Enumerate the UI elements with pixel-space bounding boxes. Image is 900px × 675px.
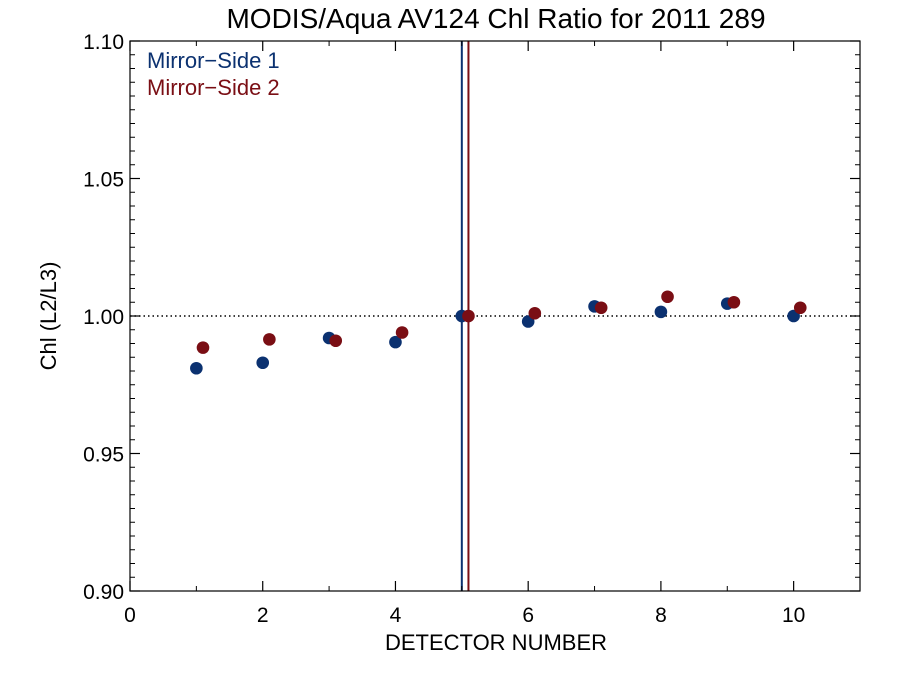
x-axis-label: DETECTOR NUMBER bbox=[385, 630, 607, 655]
chart-title: MODIS/Aqua AV124 Chl Ratio for 2011 289 bbox=[226, 3, 765, 34]
data-point-series-2 bbox=[395, 326, 409, 339]
data-point-series-2 bbox=[727, 295, 741, 309]
x-tick-label: 0 bbox=[124, 604, 136, 627]
data-point-series-2 bbox=[196, 341, 210, 354]
data-point-series-2 bbox=[263, 333, 276, 346]
y-axis-label: Chl (L2/L3) bbox=[36, 262, 61, 371]
x-tick-label: 6 bbox=[522, 604, 534, 627]
data-point-series-2 bbox=[528, 306, 542, 320]
y-tick-label: 0.95 bbox=[83, 444, 124, 467]
data-point-series-2 bbox=[329, 334, 343, 348]
data-points-layer bbox=[190, 290, 807, 375]
data-point-series-2 bbox=[594, 301, 608, 315]
data-point-series-2 bbox=[793, 301, 807, 315]
tick-labels-layer: 0 2 4 6 8 10 0.90 0.95 1.00 1.05 1.10 bbox=[83, 31, 805, 627]
ticks-layer bbox=[129, 40, 861, 592]
data-point-series-1 bbox=[654, 305, 668, 319]
x-tick-label: 10 bbox=[782, 604, 805, 627]
legend-entry-series-1: Mirror−Side 1 bbox=[147, 48, 280, 73]
x-tick-label: 2 bbox=[257, 604, 269, 627]
y-tick-label: 1.10 bbox=[83, 31, 124, 54]
legend-entry-series-2: Mirror−Side 2 bbox=[147, 75, 280, 100]
y-tick-label: 1.05 bbox=[83, 169, 124, 192]
data-point-series-1 bbox=[190, 361, 203, 375]
x-tick-label: 4 bbox=[390, 604, 402, 627]
data-point-series-1 bbox=[389, 335, 402, 349]
y-tick-label: 1.00 bbox=[83, 306, 124, 329]
y-tick-label: 0.90 bbox=[83, 581, 124, 604]
data-point-series-2 bbox=[462, 309, 475, 323]
data-point-series-1 bbox=[256, 356, 270, 370]
x-tick-label: 8 bbox=[655, 604, 667, 627]
data-point-series-2 bbox=[661, 290, 674, 304]
